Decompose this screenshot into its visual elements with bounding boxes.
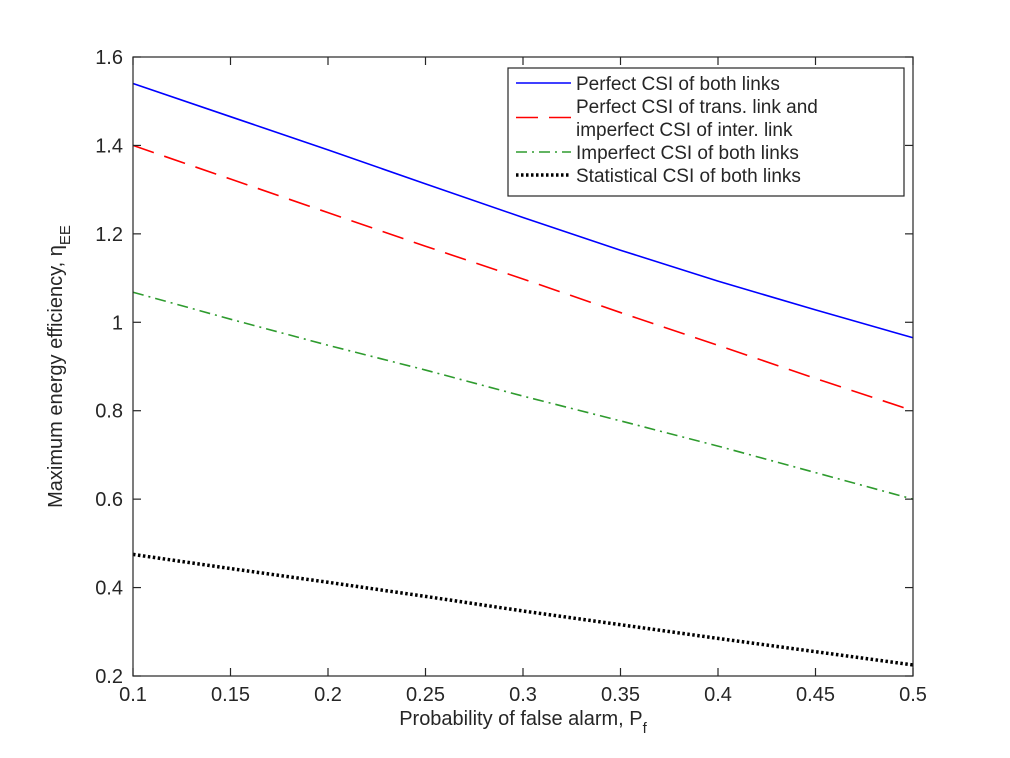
y-axis-label-main: Maximum energy efficiency, η	[45, 245, 67, 508]
y-tick-label: 1.6	[95, 47, 123, 69]
y-tick-label: 0.4	[95, 578, 123, 600]
x-tick-label: 0.5	[899, 684, 927, 706]
series-layer	[132, 82, 914, 667]
series-line-4	[132, 552, 914, 667]
series-line-3	[132, 291, 914, 500]
y-tick-label: 1	[112, 312, 123, 334]
x-tick-label: 0.35	[601, 684, 640, 706]
y-tick-label: 0.8	[95, 401, 123, 423]
legend-label-4: Statistical CSI of both links	[576, 166, 801, 187]
x-tick-label: 0.2	[314, 684, 342, 706]
legend-label-3: Imperfect CSI of both links	[576, 143, 799, 164]
x-tick-label: 0.45	[796, 684, 835, 706]
y-axis-label: Maximum energy efficiency, ηEE	[45, 225, 74, 508]
y-tick-label: 1.4	[95, 135, 123, 157]
x-tick-label: 0.1	[119, 684, 147, 706]
y-axis-label-subscript: EE	[57, 225, 74, 245]
legend-box	[507, 67, 905, 197]
axes-frame	[132, 56, 914, 677]
y-tick-label: 0.6	[95, 489, 123, 511]
x-tick-label: 0.3	[509, 684, 537, 706]
axis-ticks: 0.1 0.15 0.2 0.25 0.3 0.35 0.4 0.45 0.5 0.2 0.4 0.6…	[95, 47, 927, 706]
legend-label-2: Perfect CSI of trans. link and	[576, 97, 818, 118]
legend-label-2: imperfect CSI of inter. link	[576, 120, 793, 141]
x-tick-label: 0.4	[704, 684, 732, 706]
y-tick-label: 1.2	[95, 224, 123, 246]
legend-label-1: Perfect CSI of both links	[576, 74, 780, 95]
x-axis-label-subscript: f	[643, 720, 648, 737]
y-tick-label: 0.2	[95, 666, 123, 688]
x-tick-label: 0.25	[406, 684, 445, 706]
x-axis-label: Probability of false alarm, Pf	[399, 708, 647, 737]
x-tick-label: 0.15	[211, 684, 250, 706]
axes-box	[132, 56, 914, 677]
x-axis-label-main: Probability of false alarm, P	[399, 708, 642, 730]
